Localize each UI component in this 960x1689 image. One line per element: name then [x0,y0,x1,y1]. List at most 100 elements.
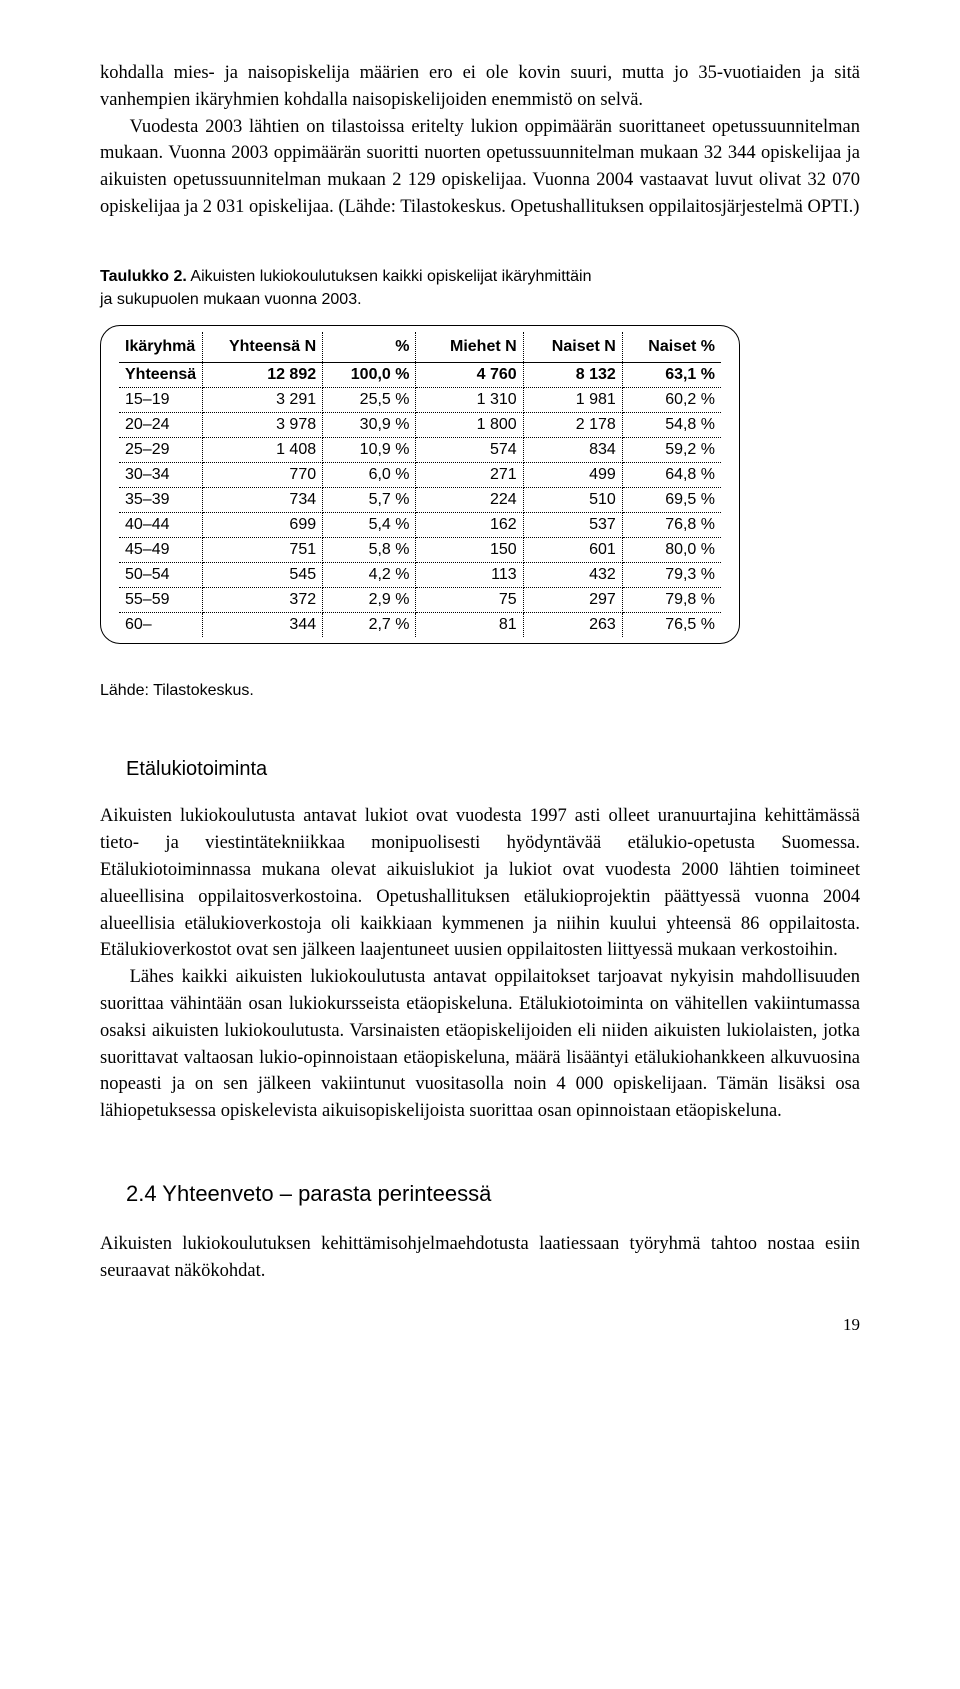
cell: 834 [523,438,622,463]
cell: 60,2 % [622,388,721,413]
cell: 15–19 [119,388,203,413]
intro-paragraph-1: kohdalla mies- ja naisopiskelija määrien… [100,60,860,114]
cell: 40–44 [119,513,203,538]
cell: 5,8 % [323,538,416,563]
col-header: Naiset N [523,332,622,363]
cell: 25,5 % [323,388,416,413]
cell: 63,1 % [622,363,721,388]
cell: 54,8 % [622,413,721,438]
cell: 6,0 % [323,463,416,488]
table-row: 40–44 699 5,4 % 162 537 76,8 % [119,513,721,538]
data-table: Ikäryhmä Yhteensä N % Miehet N Naiset N … [119,332,721,637]
heading-yhteenveto: 2.4 Yhteenveto – parasta perinteessä [126,1181,860,1207]
cell: 150 [416,538,523,563]
cell: 64,8 % [622,463,721,488]
cell: 297 [523,588,622,613]
cell: 12 892 [203,363,323,388]
table-row: 30–34 770 6,0 % 271 499 64,8 % [119,463,721,488]
cell: 8 132 [523,363,622,388]
cell: 5,7 % [323,488,416,513]
cell: 75 [416,588,523,613]
cell: 432 [523,563,622,588]
cell: 537 [523,513,622,538]
page-number: 19 [100,1315,860,1335]
cell: 60– [119,613,203,638]
cell: 10,9 % [323,438,416,463]
cell: 35–39 [119,488,203,513]
table-row: 15–19 3 291 25,5 % 1 310 1 981 60,2 % [119,388,721,413]
table-row: 25–29 1 408 10,9 % 574 834 59,2 % [119,438,721,463]
cell: 113 [416,563,523,588]
cell: 574 [416,438,523,463]
table-row: 35–39 734 5,7 % 224 510 69,5 % [119,488,721,513]
cell: 45–49 [119,538,203,563]
body-paragraph-4: Lähes kaikki aikuisten lukiokoulutusta a… [100,964,860,1125]
page-container: kohdalla mies- ja naisopiskelija määrien… [0,0,960,1375]
cell: 3 978 [203,413,323,438]
cell: 162 [416,513,523,538]
table-caption: Taulukko 2. Aikuisten lukiokoulutuksen k… [100,265,860,311]
table-caption-bold: Taulukko 2. [100,268,187,285]
col-header: Miehet N [416,332,523,363]
table-row: 45–49 751 5,8 % 150 601 80,0 % [119,538,721,563]
cell: 79,3 % [622,563,721,588]
table-wrapper: Ikäryhmä Yhteensä N % Miehet N Naiset N … [100,325,740,644]
cell: 1 408 [203,438,323,463]
cell: 3 291 [203,388,323,413]
cell: 80,0 % [622,538,721,563]
table-row: 20–24 3 978 30,9 % 1 800 2 178 54,8 % [119,413,721,438]
table-row: 55–59 372 2,9 % 75 297 79,8 % [119,588,721,613]
table-caption-line2: ja sukupuolen mukaan vuonna 2003. [100,291,362,308]
table-body: Yhteensä 12 892 100,0 % 4 760 8 132 63,1… [119,363,721,638]
cell: 50–54 [119,563,203,588]
intro-paragraph-2: Vuodesta 2003 lähtien on tilastoissa eri… [100,114,860,221]
cell: 100,0 % [323,363,416,388]
cell: 81 [416,613,523,638]
cell: 25–29 [119,438,203,463]
table-row: 50–54 545 4,2 % 113 432 79,3 % [119,563,721,588]
heading-etalukiotoiminta: Etälukiotoiminta [126,758,860,781]
body-paragraph-3: Aikuisten lukiokoulutusta antavat lukiot… [100,803,860,964]
cell: 30–34 [119,463,203,488]
table-source: Lähde: Tilastokeskus. [100,682,860,700]
cell: 20–24 [119,413,203,438]
cell: 2,7 % [323,613,416,638]
col-header: % [323,332,416,363]
table-head: Ikäryhmä Yhteensä N % Miehet N Naiset N … [119,332,721,363]
cell: 1 310 [416,388,523,413]
cell: 69,5 % [622,488,721,513]
cell: 30,9 % [323,413,416,438]
cell: 76,5 % [622,613,721,638]
cell: 344 [203,613,323,638]
cell: 4,2 % [323,563,416,588]
cell: 510 [523,488,622,513]
cell: 4 760 [416,363,523,388]
cell: 271 [416,463,523,488]
cell: 734 [203,488,323,513]
col-header: Yhteensä N [203,332,323,363]
cell: 2 178 [523,413,622,438]
cell: 372 [203,588,323,613]
table-row: 60– 344 2,7 % 81 263 76,5 % [119,613,721,638]
col-header: Ikäryhmä [119,332,203,363]
cell: 2,9 % [323,588,416,613]
col-header: Naiset % [622,332,721,363]
cell: Yhteensä [119,363,203,388]
cell: 59,2 % [622,438,721,463]
cell: 79,8 % [622,588,721,613]
table-row-total: Yhteensä 12 892 100,0 % 4 760 8 132 63,1… [119,363,721,388]
cell: 76,8 % [622,513,721,538]
table-caption-rest: Aikuisten lukiokoulutuksen kaikki opiske… [187,268,592,285]
cell: 263 [523,613,622,638]
cell: 5,4 % [323,513,416,538]
cell: 499 [523,463,622,488]
cell: 770 [203,463,323,488]
body-paragraph-5: Aikuisten lukiokoulutuksen kehittämisohj… [100,1231,860,1285]
cell: 601 [523,538,622,563]
cell: 1 981 [523,388,622,413]
cell: 1 800 [416,413,523,438]
cell: 545 [203,563,323,588]
cell: 224 [416,488,523,513]
cell: 699 [203,513,323,538]
cell: 751 [203,538,323,563]
